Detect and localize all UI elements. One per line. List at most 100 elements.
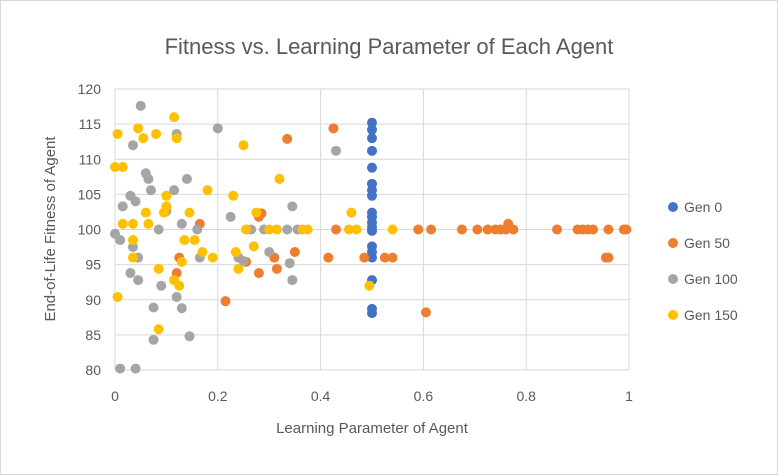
data-point-gen-150 <box>117 218 128 229</box>
x-axis-label: Learning Parameter of Agent <box>276 420 469 437</box>
data-point-gen-100 <box>130 196 141 207</box>
data-point-gen-50 <box>603 252 614 263</box>
data-point-gen-50 <box>621 224 632 235</box>
data-point-gen-150 <box>248 241 259 252</box>
data-point-gen-50 <box>413 224 424 235</box>
data-point-gen-100 <box>181 173 192 184</box>
legend-marker <box>668 310 678 320</box>
data-point-gen-100 <box>148 334 159 345</box>
x-tick-label: 0.8 <box>516 388 536 404</box>
data-point-gen-150 <box>364 280 375 291</box>
data-point-gen-0 <box>367 225 377 236</box>
data-point-gen-150 <box>169 112 180 123</box>
x-tick-label: 1 <box>625 388 633 404</box>
data-point-gen-0 <box>367 133 377 144</box>
x-tick-labels: 0 0.2 0.4 0.6 0.8 1 <box>111 388 633 404</box>
y-tick-label: 85 <box>85 327 101 343</box>
data-point-gen-150 <box>143 218 154 229</box>
data-point-gen-150 <box>138 133 149 144</box>
data-point-gen-50 <box>253 268 264 279</box>
y-tick-labels: 80 85 90 95 100 105 110 115 120 <box>78 81 102 378</box>
x-tick-label: 0.2 <box>208 388 228 404</box>
data-point-gen-150 <box>271 224 282 235</box>
data-point-gen-100 <box>135 100 146 111</box>
data-point-gen-50 <box>359 252 370 263</box>
data-point-gen-0 <box>367 252 377 263</box>
legend-label: Gen 100 <box>684 271 738 287</box>
data-point-gen-150 <box>151 128 162 139</box>
data-point-gen-50 <box>472 224 483 235</box>
data-point-gen-100 <box>176 303 187 314</box>
data-point-gen-150 <box>112 291 123 302</box>
data-point-gen-150 <box>264 224 275 235</box>
x-tick-label: 0 <box>111 388 119 404</box>
data-point-gen-100 <box>282 224 293 235</box>
data-point-gen-150 <box>153 324 164 335</box>
data-point-gen-50 <box>603 224 614 235</box>
series-gen-150 <box>110 112 398 335</box>
data-point-gen-150 <box>110 161 120 172</box>
data-point-gen-50 <box>282 133 293 144</box>
data-point-gen-50 <box>289 246 300 257</box>
data-point-gen-100 <box>192 224 203 235</box>
legend-marker <box>668 238 678 248</box>
series-gen-50 <box>171 123 632 318</box>
legend-marker <box>668 202 678 212</box>
data-point-gen-150 <box>189 235 200 246</box>
data-point-gen-100 <box>264 246 275 257</box>
legend-item-gen-150: Gen 150 <box>668 307 738 323</box>
data-point-gen-150 <box>230 246 241 257</box>
data-point-gen-100 <box>212 123 223 134</box>
data-point-gen-100 <box>130 363 141 374</box>
data-point-gen-150 <box>387 224 398 235</box>
y-axis-label: End-of-Life Fitness of Agent <box>42 136 59 322</box>
legend-item-gen-100: Gen 100 <box>668 271 738 287</box>
data-point-gen-50 <box>426 224 437 235</box>
data-point-gen-0 <box>367 308 377 319</box>
data-point-gen-100 <box>284 258 295 269</box>
data-point-gen-50 <box>331 224 342 235</box>
x-tick-label: 0.6 <box>414 388 434 404</box>
data-point-gen-150 <box>161 190 172 201</box>
legend-item-gen-50: Gen 50 <box>668 235 730 251</box>
data-point-gen-100 <box>127 242 138 253</box>
data-point-gen-50 <box>482 224 493 235</box>
data-point-gen-50 <box>387 252 398 263</box>
data-point-gen-100 <box>171 291 182 302</box>
data-point-gen-100 <box>156 280 167 291</box>
data-point-gen-50 <box>271 263 282 274</box>
data-point-gen-150 <box>207 252 218 263</box>
data-point-gen-150 <box>127 252 138 263</box>
data-points <box>110 100 632 374</box>
data-point-gen-100 <box>115 235 126 246</box>
data-point-gen-0 <box>367 162 377 173</box>
y-tick-label: 120 <box>78 81 102 97</box>
data-point-gen-50 <box>456 224 467 235</box>
data-point-gen-50 <box>420 307 431 318</box>
data-point-gen-50 <box>328 123 339 134</box>
data-point-gen-0 <box>367 124 377 135</box>
data-point-gen-150 <box>127 218 138 229</box>
data-point-gen-150 <box>197 246 208 257</box>
data-point-gen-50 <box>323 252 334 263</box>
data-point-gen-100 <box>287 275 298 286</box>
data-point-gen-150 <box>176 256 187 267</box>
data-point-gen-150 <box>179 235 190 246</box>
legend-marker <box>668 274 678 284</box>
data-point-gen-150 <box>351 224 362 235</box>
data-point-gen-150 <box>202 185 213 196</box>
series-gen-0 <box>367 117 377 319</box>
chart-title: Fitness vs. Learning Parameter of Each A… <box>165 34 614 59</box>
data-point-gen-0 <box>367 117 377 128</box>
data-point-gen-150 <box>251 207 262 218</box>
data-point-gen-150 <box>112 128 123 139</box>
data-point-gen-150 <box>241 224 252 235</box>
data-point-gen-100 <box>148 302 159 313</box>
data-point-gen-150 <box>153 263 164 274</box>
data-point-gen-0 <box>367 145 377 156</box>
legend-label: Gen 50 <box>684 235 730 251</box>
y-tick-label: 110 <box>79 151 102 167</box>
y-tick-label: 95 <box>85 257 101 273</box>
data-point-gen-100 <box>176 218 187 229</box>
